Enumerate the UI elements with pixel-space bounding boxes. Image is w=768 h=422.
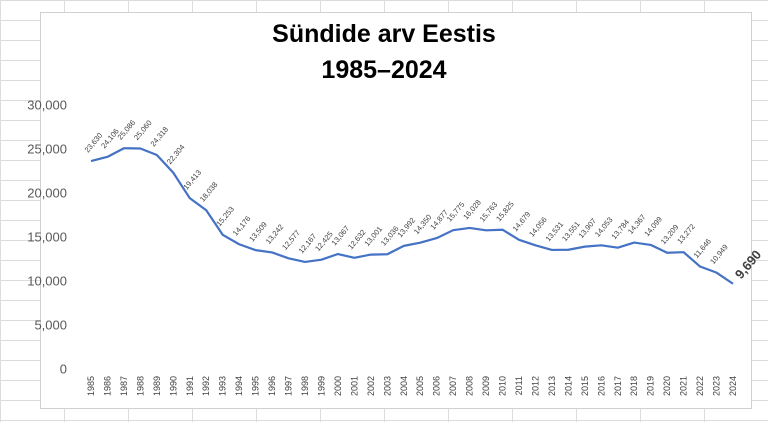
- x-tick-label: 1987: [119, 376, 129, 396]
- x-axis: 1985 1986 1987 1988 1989 1990 1991 1992 1993 1994…: [86, 376, 738, 396]
- data-label: 10,949: [708, 243, 730, 266]
- y-tick-label: 20,000: [27, 186, 67, 201]
- x-tick-label: 2003: [382, 376, 392, 396]
- x-tick-label: 2019: [646, 376, 656, 396]
- x-tick-label: 2000: [333, 376, 343, 396]
- x-tick-label: 2017: [613, 376, 623, 396]
- y-tick-label: 15,000: [27, 230, 67, 245]
- x-tick-label: 2011: [514, 376, 524, 395]
- x-tick-label: 2021: [679, 376, 689, 396]
- data-label: 25,060: [132, 118, 154, 141]
- data-label: 15,253: [214, 205, 236, 228]
- chart-subtitle: 1985–2024: [321, 56, 447, 84]
- x-tick-label: 1997: [284, 376, 294, 396]
- chart-title: Sündide arv Eestis: [272, 20, 496, 48]
- x-tick-label: 2008: [465, 376, 475, 396]
- y-tick-label: 0: [60, 362, 67, 377]
- x-tick-label: 2007: [448, 376, 458, 396]
- x-tick-label: 1985: [86, 376, 96, 396]
- data-label: 13,272: [675, 222, 697, 245]
- x-tick-label: 1991: [185, 376, 195, 396]
- x-tick-label: 1993: [218, 376, 228, 396]
- x-tick-label: 2020: [662, 376, 672, 396]
- y-tick-label: 25,000: [27, 142, 67, 157]
- data-label: 15,825: [494, 200, 516, 223]
- y-tick-label: 10,000: [27, 274, 67, 289]
- data-label: 24,318: [148, 125, 170, 148]
- x-tick-label: 1999: [316, 376, 326, 396]
- y-tick-label: 30,000: [27, 98, 67, 113]
- x-tick-label: 2013: [547, 376, 557, 396]
- x-tick-label: 2012: [530, 376, 540, 396]
- x-tick-label: 1989: [152, 376, 162, 396]
- data-label: 11,646: [692, 237, 713, 260]
- x-tick-label: 2015: [580, 376, 590, 396]
- y-tick-label: 5,000: [34, 318, 67, 333]
- x-tick-label: 1996: [267, 376, 277, 396]
- data-label: 22,304: [165, 143, 187, 166]
- x-tick-label: 2010: [498, 376, 508, 396]
- x-tick-label: 2002: [366, 376, 376, 396]
- x-tick-label: 1995: [251, 376, 261, 396]
- x-tick-label: 2023: [712, 376, 722, 396]
- x-tick-label: 2014: [563, 376, 573, 396]
- x-tick-label: 1998: [300, 376, 310, 396]
- x-tick-label: 1990: [168, 376, 178, 396]
- data-label: 13,907: [576, 217, 598, 240]
- x-tick-label: 2016: [596, 376, 606, 396]
- x-tick-label: 2022: [695, 376, 705, 396]
- x-tick-label: 2005: [415, 376, 425, 396]
- data-labels: 23,63024,10625,08625,06024,31822,30419,4…: [83, 118, 765, 281]
- x-tick-label: 1988: [135, 376, 145, 396]
- chart-area[interactable]: [40, 12, 752, 409]
- data-label: 9,690: [732, 247, 764, 282]
- data-label: 18,038: [198, 180, 220, 203]
- x-tick-label: 2009: [481, 376, 491, 396]
- x-tick-label: 2001: [349, 376, 359, 396]
- x-tick-label: 2006: [432, 376, 442, 396]
- births-series-line: [90, 147, 734, 285]
- x-tick-label: 2024: [728, 376, 738, 396]
- x-tick-label: 2004: [399, 376, 409, 396]
- x-tick-label: 1994: [234, 376, 244, 396]
- x-tick-label: 1992: [201, 376, 211, 396]
- x-tick-label: 2018: [629, 376, 639, 396]
- y-axis: 0 5,000 10,000 15,000 20,000 25,000 30,000: [27, 98, 67, 377]
- data-label: 19,413: [181, 168, 203, 191]
- x-tick-label: 1986: [102, 376, 112, 396]
